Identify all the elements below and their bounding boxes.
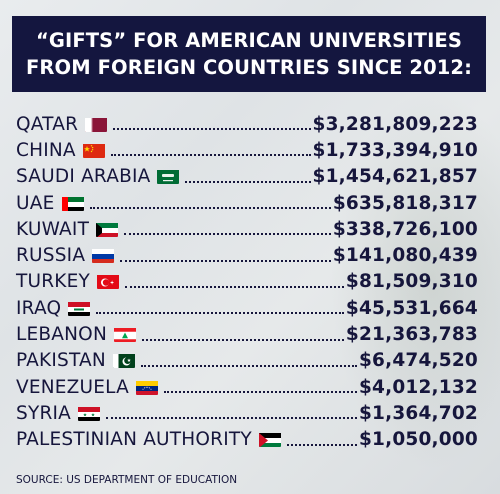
syria-flag-icon	[78, 406, 101, 421]
country-name: RUSSIA	[16, 245, 86, 267]
country-name: SYRIA	[16, 402, 72, 424]
gift-amount: $1,364,702	[358, 402, 478, 424]
list-item: KUWAIT $338,726,100	[16, 216, 478, 242]
dot-leader	[89, 194, 331, 212]
dot-leader	[141, 326, 344, 344]
qatar-flag-icon	[85, 117, 108, 132]
country-name: PAKISTAN	[16, 350, 106, 372]
uae-flag-icon	[61, 196, 84, 211]
list-item: SYRIA $1,364,702	[16, 400, 478, 426]
gift-amount: $338,726,100	[332, 218, 478, 240]
country-name: CHINA	[16, 139, 76, 161]
gift-amount: $1,454,621,857	[312, 166, 478, 188]
country-list: QATAR $3,281,809,223 CHINA $1,733,394,910 SA…	[16, 111, 478, 453]
dot-leader	[120, 247, 331, 265]
list-item: TURKEY $81,509,310	[16, 269, 478, 295]
dot-leader	[140, 352, 357, 370]
source-note: SOURCE: US DEPARTMENT OF EDUCATION	[16, 474, 238, 486]
title-line-2: FROM FOREIGN COUNTRIES SINCE 2012:	[26, 56, 472, 79]
dot-leader	[185, 168, 311, 186]
pakistan-flag-icon	[112, 353, 135, 369]
country-name: LEBANON	[16, 324, 107, 346]
gift-amount: $45,531,664	[345, 297, 478, 319]
kuwait-flag-icon	[96, 222, 119, 237]
list-item: CHINA $1,733,394,910	[16, 137, 478, 163]
gift-amount: $635,818,317	[332, 192, 478, 214]
list-item: UAE $635,818,317	[16, 190, 478, 216]
list-item: LEBANON $21,363,783	[16, 321, 478, 347]
dot-leader	[96, 299, 344, 317]
gift-amount: $3,281,809,223	[312, 113, 478, 135]
country-name: SAUDI ARABIA	[16, 166, 151, 188]
background-banknote	[330, 90, 500, 470]
dot-leader	[106, 404, 357, 422]
china-flag-icon	[82, 143, 105, 158]
iraq-flag-icon	[68, 301, 91, 316]
lebanon-flag-icon	[113, 327, 136, 343]
venezuela-flag-icon	[135, 380, 158, 395]
country-name: VENEZUELA	[16, 376, 129, 398]
dot-leader	[163, 378, 357, 396]
gift-amount: $1,733,394,910	[312, 139, 478, 161]
list-item: RUSSIA $141,080,439	[16, 242, 478, 268]
saudi-arabia-flag-icon	[157, 169, 180, 185]
country-name: TURKEY	[16, 271, 91, 293]
title-banner: “GIFTS” FOR AMERICAN UNIVERSITIES FROM F…	[12, 16, 486, 92]
gift-amount: $21,363,783	[345, 324, 478, 346]
country-name: QATAR	[16, 113, 79, 135]
palestine-flag-icon	[258, 432, 281, 448]
gift-amount: $1,050,000	[358, 429, 478, 451]
country-name: PALESTINIAN AUTHORITY	[16, 429, 252, 451]
gift-amount: $81,509,310	[345, 271, 478, 293]
gift-amount: $141,080,439	[332, 245, 478, 267]
russia-flag-icon	[92, 248, 115, 264]
turkey-flag-icon	[97, 274, 120, 290]
title-line-1: “GIFTS” FOR AMERICAN UNIVERSITIES	[35, 29, 462, 52]
list-item: QATAR $3,281,809,223	[16, 111, 478, 137]
gift-amount: $4,012,132	[358, 376, 478, 398]
list-item: PAKISTAN $6,474,520	[16, 348, 478, 374]
list-item: VENEZUELA $4,012,132	[16, 374, 478, 400]
country-name: UAE	[16, 192, 55, 214]
country-name: IRAQ	[16, 297, 62, 319]
dot-leader	[110, 141, 311, 159]
list-item: IRAQ $45,531,664	[16, 295, 478, 321]
dot-leader	[125, 273, 344, 291]
list-item: PALESTINIAN AUTHORITY $1,050,000	[16, 427, 478, 453]
gift-amount: $6,474,520	[358, 350, 478, 372]
dot-leader	[286, 431, 357, 449]
list-item: SAUDI ARABIA $1,454,621,857	[16, 164, 478, 190]
country-name: KUWAIT	[16, 218, 90, 240]
dot-leader	[113, 115, 311, 133]
dot-leader	[124, 220, 331, 238]
